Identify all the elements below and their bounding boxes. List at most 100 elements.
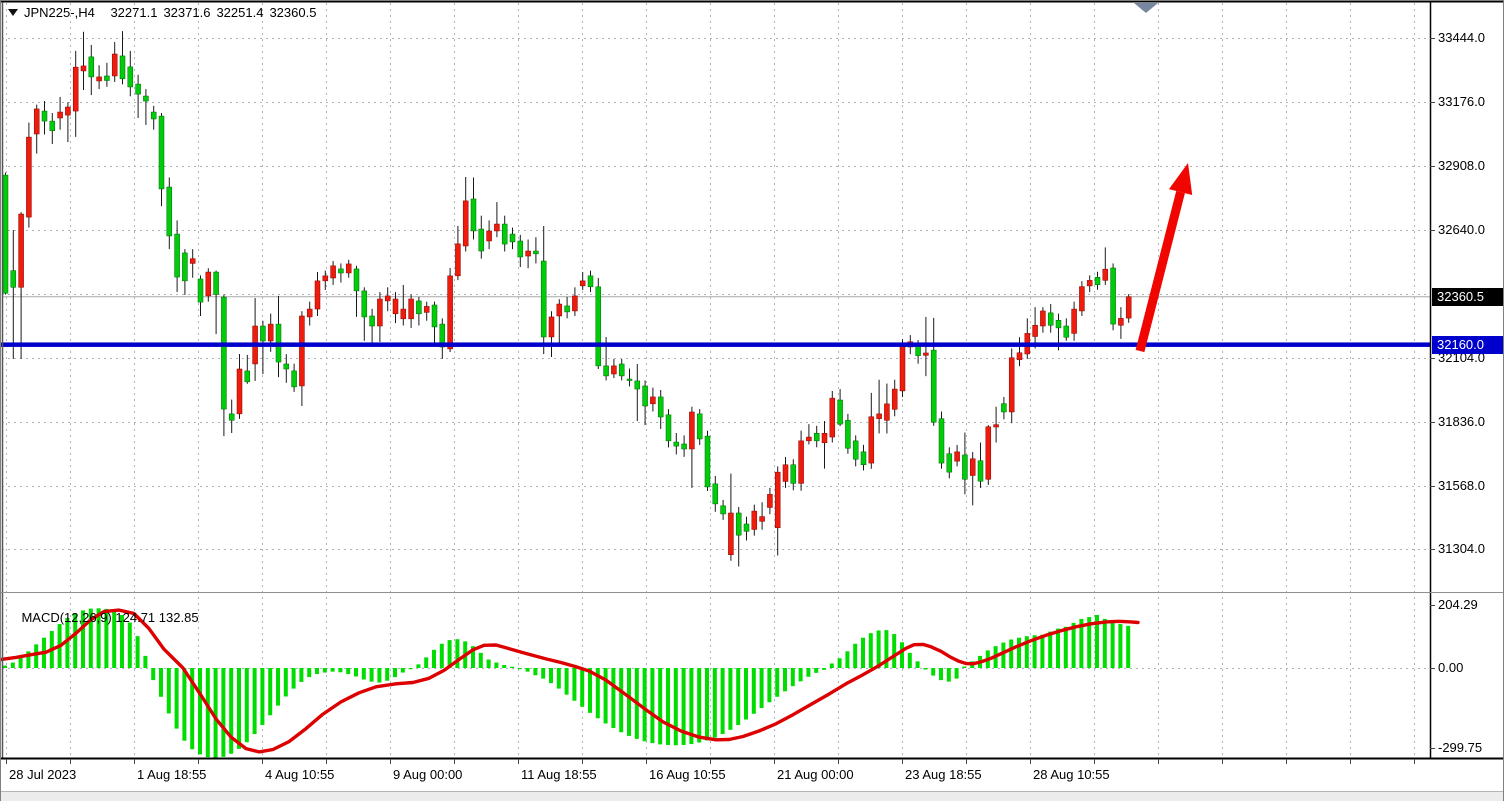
price-axis-label: 31304.0 <box>1438 541 1485 556</box>
macd-histogram-bar <box>166 668 171 714</box>
price-axis-tick <box>1430 102 1435 103</box>
macd-histogram-bar <box>10 662 15 668</box>
date-axis-tick <box>70 759 71 764</box>
bear-candle <box>501 223 508 245</box>
macd-signal-value: 132.85 <box>158 610 199 625</box>
macd-histogram-bar <box>814 668 819 673</box>
macd-histogram-bar <box>73 613 78 668</box>
macd-histogram-bar <box>720 668 725 735</box>
macd-histogram-bar <box>502 664 507 668</box>
macd-histogram-bar <box>283 668 288 697</box>
bear-candle <box>837 399 843 425</box>
bull-candle <box>876 413 882 419</box>
bear-candle <box>197 278 204 303</box>
bear-candle <box>673 441 680 447</box>
macd-histogram-bar <box>120 614 124 668</box>
macd-histogram-bar <box>205 668 210 758</box>
bear-candle <box>681 443 687 450</box>
macd-histogram-bar <box>18 657 23 668</box>
quote-dropdown-icon[interactable] <box>8 9 18 16</box>
bear-candle <box>221 296 227 410</box>
bear-candle <box>353 268 360 292</box>
price-axis-tick <box>1430 486 1435 487</box>
macd-histogram-bar <box>892 634 897 668</box>
macd-histogram-bar <box>1126 625 1131 668</box>
bear-candle <box>2 174 9 294</box>
bull-candle <box>759 516 765 522</box>
macd-histogram-bar <box>900 642 904 668</box>
bull-candle <box>345 263 352 274</box>
bull-candle <box>798 440 804 484</box>
bull-candle <box>306 308 313 318</box>
macd-histogram-bar <box>26 651 31 668</box>
bear-candle <box>665 414 672 442</box>
bear-candle <box>119 55 126 80</box>
macd-histogram-bar <box>322 668 327 673</box>
macd-histogram-bar <box>182 668 187 741</box>
macd-histogram-bar <box>595 668 600 719</box>
macd-histogram-bar <box>845 651 850 668</box>
date-axis-tick <box>390 759 391 764</box>
bull-candle <box>923 352 929 356</box>
macd-histogram-bar <box>1079 618 1084 668</box>
macd-histogram-bar <box>510 666 514 668</box>
bull-candle <box>985 426 992 480</box>
price-axis-label: 31568.0 <box>1438 478 1485 493</box>
trend-arrow-shaft[interactable] <box>1135 190 1185 353</box>
quote-high: 32371.6 <box>163 5 211 20</box>
macd-histogram-bar <box>408 668 413 670</box>
bull-candle <box>891 388 898 410</box>
bear-candle <box>915 346 921 356</box>
macd-histogram-bar <box>1048 631 1053 668</box>
bull-candle <box>236 368 243 415</box>
bear-candle <box>743 523 750 532</box>
bear-candle <box>626 378 633 381</box>
macd-histogram-bar <box>96 608 101 668</box>
macd-histogram-bar <box>338 668 343 673</box>
trend-arrow-head[interactable] <box>1168 163 1193 196</box>
macd-histogram-bar <box>377 668 382 683</box>
macd-histogram-bar <box>689 668 694 745</box>
bull-candle <box>1086 280 1093 287</box>
bear-candle <box>540 260 547 338</box>
macd-histogram-bar <box>104 608 109 668</box>
bear-candle <box>790 464 797 484</box>
date-axis-label: 11 Aug 18:55 <box>521 767 597 782</box>
date-axis-label: 28 Aug 10:55 <box>1033 767 1110 782</box>
date-axis-tick <box>6 759 7 764</box>
support-hline[interactable] <box>1 342 1430 347</box>
bear-candle <box>470 198 477 232</box>
macd-histogram-bar <box>1063 626 1068 668</box>
bear-candle <box>174 233 180 278</box>
macd-histogram-bar <box>34 644 39 668</box>
macd-histogram-bar <box>603 668 608 724</box>
macd-histogram-bar <box>486 659 491 668</box>
bear-candle <box>1094 277 1101 285</box>
bull-candle <box>314 280 321 310</box>
bull-candle <box>1071 308 1077 334</box>
macd-histogram-bar <box>494 662 499 668</box>
hline-price-tag[interactable]: 32160.0 <box>1432 336 1503 354</box>
bear-candle <box>930 349 937 423</box>
macd-histogram-bar <box>315 668 319 675</box>
macd-histogram-bar <box>268 668 273 716</box>
bull-candle <box>806 436 812 442</box>
bear-candle <box>712 483 719 505</box>
bear-candle <box>244 370 251 383</box>
macd-histogram-bar <box>876 630 881 668</box>
macd-histogram-bar <box>806 668 811 677</box>
macd-histogram-bar <box>658 668 663 745</box>
macd-signal-line <box>1 608 1140 754</box>
macd-histogram-bar <box>790 668 795 687</box>
bull-candle <box>1102 268 1109 281</box>
bull-candle <box>423 306 430 313</box>
bear-candle <box>860 451 867 465</box>
macd-histogram-bar <box>736 668 741 725</box>
macd-histogram-bar <box>517 668 522 670</box>
bear-candle <box>41 110 48 122</box>
macd-histogram-bar <box>260 668 265 725</box>
window-bottom-strip <box>1 791 1503 801</box>
bull-candle <box>1118 318 1124 326</box>
macd-histogram-bar <box>276 668 280 706</box>
